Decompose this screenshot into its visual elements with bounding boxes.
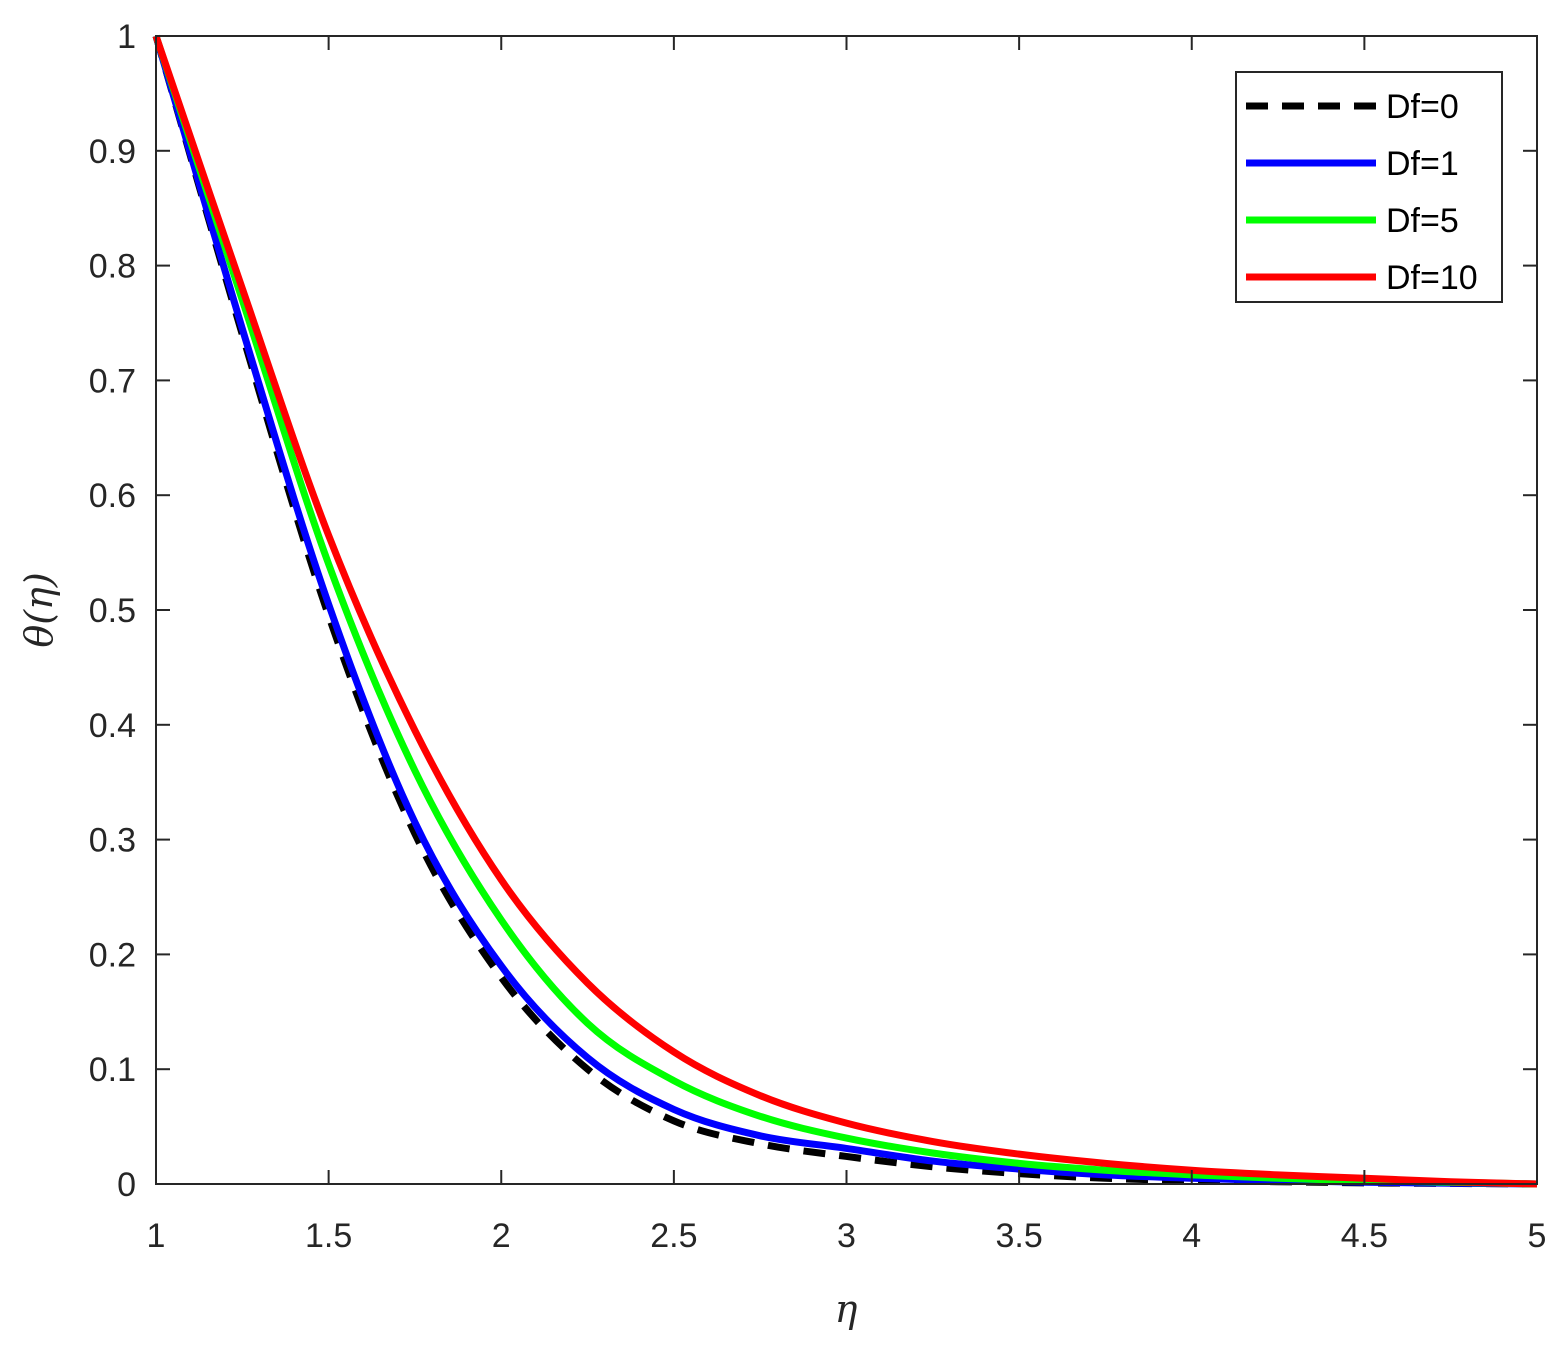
y-tick-label: 0.2: [89, 936, 136, 974]
x-tick-label: 1: [147, 1217, 166, 1255]
y-tick-label: 0.1: [89, 1051, 136, 1089]
x-tick-label: 3: [837, 1217, 856, 1255]
y-tick-labels: 0 0.1 0.2 0.3 0.4 0.5 0.6 0.7 0.8 0.9 1: [89, 18, 136, 1204]
x-tick-label: 2: [492, 1217, 511, 1255]
y-tick-label: 1: [117, 18, 136, 56]
x-tick-label: 4: [1182, 1217, 1201, 1255]
x-tick-label: 2.5: [650, 1217, 697, 1255]
x-tick-label: 3.5: [995, 1217, 1042, 1255]
y-tick-label: 0.8: [89, 248, 136, 286]
x-axis-label: η: [835, 1287, 858, 1331]
legend-label: Df=5: [1386, 202, 1459, 240]
y-tick-label: 0.9: [89, 133, 136, 171]
x-tick-label: 4.5: [1341, 1217, 1388, 1255]
y-tick-label: 0.7: [89, 362, 136, 400]
legend-label: Df=1: [1386, 145, 1459, 183]
legend: Df=0 Df=1 Df=5 Df=10: [1235, 71, 1503, 303]
y-tick-label: 0.4: [89, 707, 136, 745]
legend-box: [1235, 71, 1503, 303]
legend-label: Df=0: [1386, 88, 1459, 126]
y-axis-label: θ(η): [17, 572, 61, 647]
y-tick-label: 0.5: [89, 592, 136, 630]
legend-label: Df=10: [1386, 259, 1478, 297]
plot-area-frame: [155, 35, 1538, 1185]
x-tick-label: 5: [1528, 1217, 1547, 1255]
x-tick-labels: 1 1.5 2 2.5 3 3.5 4 4.5 5: [147, 1217, 1547, 1255]
y-tick-label: 0: [117, 1166, 136, 1204]
y-tick-label: 0.3: [89, 822, 136, 860]
y-tick-label: 0.6: [89, 477, 136, 515]
series-layer: [152, 34, 1538, 1188]
series-line-df-10: [152, 34, 1538, 1188]
x-tick-label: 1.5: [305, 1217, 352, 1255]
